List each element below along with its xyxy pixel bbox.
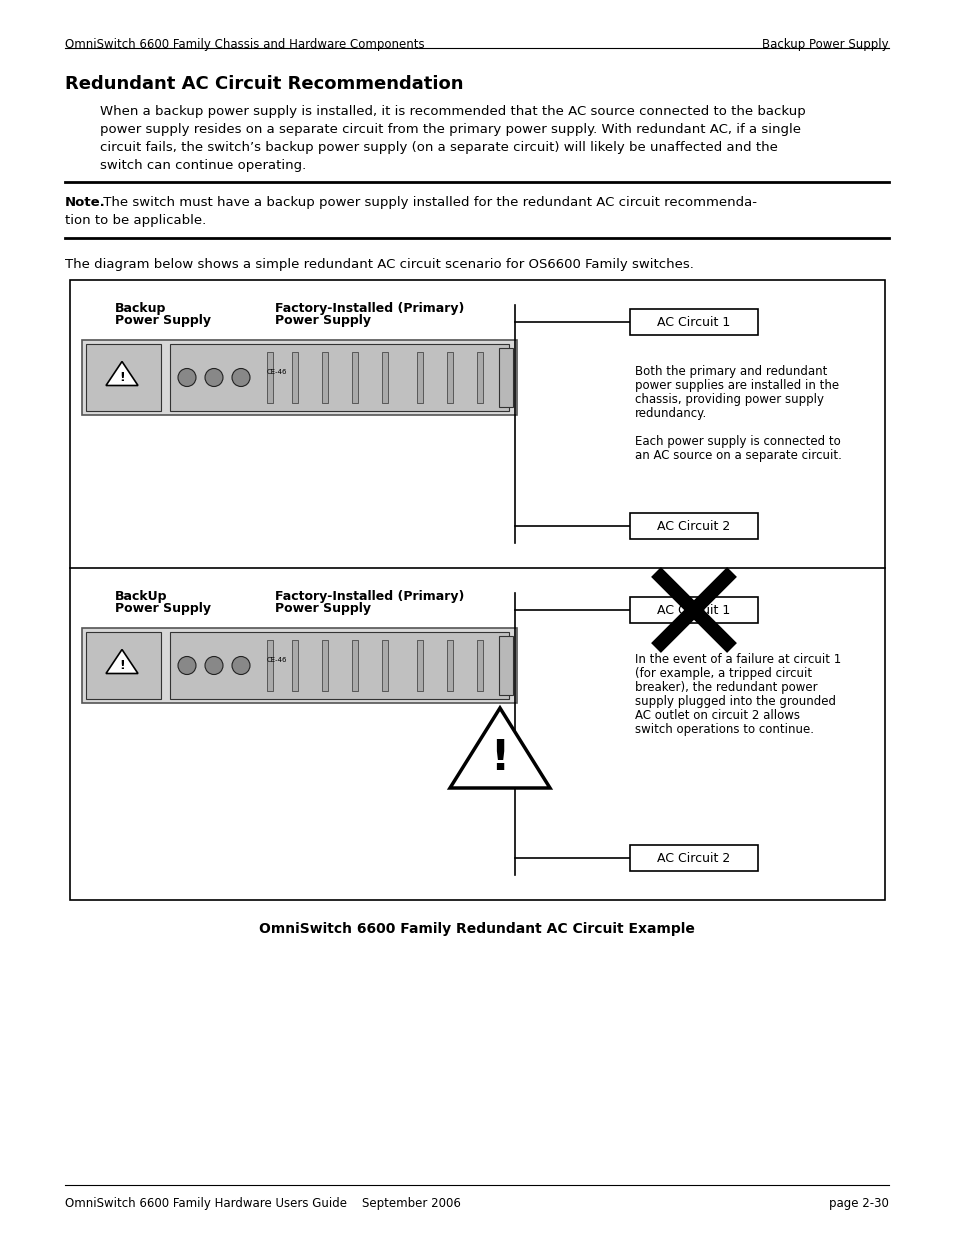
Bar — [86, 345, 161, 411]
Bar — [498, 348, 513, 408]
Text: When a backup power supply is installed, it is recommended that the AC source co: When a backup power supply is installed,… — [100, 105, 805, 119]
Bar — [629, 845, 758, 871]
Text: power supply resides on a separate circuit from the primary power supply. With r: power supply resides on a separate circu… — [100, 124, 801, 136]
Text: !: ! — [490, 737, 509, 779]
Circle shape — [232, 368, 250, 387]
Bar — [476, 640, 482, 692]
Text: !: ! — [119, 659, 125, 672]
Text: breaker), the redundant power: breaker), the redundant power — [635, 680, 817, 694]
Text: Power Supply: Power Supply — [115, 314, 211, 327]
Text: Backup: Backup — [115, 303, 166, 315]
Text: circuit fails, the switch’s backup power supply (on a separate circuit) will lik: circuit fails, the switch’s backup power… — [100, 141, 777, 154]
Text: OmniSwitch 6600 Family Hardware Users Guide    September 2006: OmniSwitch 6600 Family Hardware Users Gu… — [65, 1197, 460, 1210]
Text: power supplies are installed in the: power supplies are installed in the — [635, 379, 839, 391]
Text: Factory-Installed (Primary): Factory-Installed (Primary) — [274, 590, 464, 603]
Bar — [170, 632, 509, 699]
Bar — [322, 352, 328, 403]
Text: Power Supply: Power Supply — [274, 601, 371, 615]
Bar — [292, 640, 297, 692]
Circle shape — [178, 368, 195, 387]
Text: switch can continue operating.: switch can continue operating. — [100, 159, 306, 172]
Polygon shape — [450, 708, 550, 788]
Text: Both the primary and redundant: Both the primary and redundant — [635, 366, 826, 378]
Bar — [447, 352, 453, 403]
Circle shape — [205, 368, 223, 387]
Text: Power Supply: Power Supply — [115, 601, 211, 615]
Text: OmniSwitch 6600 Family Redundant AC Circuit Example: OmniSwitch 6600 Family Redundant AC Circ… — [259, 923, 694, 936]
Text: OmniSwitch 6600 Family Chassis and Hardware Components: OmniSwitch 6600 Family Chassis and Hardw… — [65, 38, 424, 51]
Bar — [381, 640, 388, 692]
Circle shape — [205, 657, 223, 674]
Bar — [82, 629, 517, 703]
Bar — [70, 280, 884, 900]
Text: Power Supply: Power Supply — [274, 314, 371, 327]
Bar — [352, 640, 357, 692]
Bar — [629, 309, 758, 335]
Bar — [416, 352, 422, 403]
Bar — [82, 340, 517, 415]
Text: switch operations to continue.: switch operations to continue. — [635, 722, 813, 736]
Bar — [86, 632, 161, 699]
Bar — [267, 640, 273, 692]
Bar — [352, 352, 357, 403]
Text: Backup Power Supply: Backup Power Supply — [761, 38, 888, 51]
Bar — [267, 352, 273, 403]
Text: redundancy.: redundancy. — [635, 408, 706, 420]
Bar — [447, 640, 453, 692]
Text: CE-46: CE-46 — [267, 368, 287, 374]
Text: AC Circuit 1: AC Circuit 1 — [657, 315, 730, 329]
Text: CE-46: CE-46 — [267, 657, 287, 662]
Bar — [476, 352, 482, 403]
Bar — [322, 640, 328, 692]
Text: page 2-30: page 2-30 — [828, 1197, 888, 1210]
Polygon shape — [106, 650, 138, 673]
Text: Each power supply is connected to: Each power supply is connected to — [635, 435, 840, 448]
Text: BackUp: BackUp — [115, 590, 168, 603]
Text: an AC source on a separate circuit.: an AC source on a separate circuit. — [635, 450, 841, 462]
Text: AC Circuit 2: AC Circuit 2 — [657, 520, 730, 532]
Text: tion to be applicable.: tion to be applicable. — [65, 214, 206, 227]
Bar — [381, 352, 388, 403]
Polygon shape — [106, 362, 138, 385]
Text: Note.: Note. — [65, 196, 106, 209]
Text: (for example, a tripped circuit: (for example, a tripped circuit — [635, 667, 811, 680]
Text: chassis, providing power supply: chassis, providing power supply — [635, 393, 823, 406]
Text: Redundant AC Circuit Recommendation: Redundant AC Circuit Recommendation — [65, 75, 463, 93]
Bar — [416, 640, 422, 692]
Text: supply plugged into the grounded: supply plugged into the grounded — [635, 695, 835, 708]
Text: In the event of a failure at circuit 1: In the event of a failure at circuit 1 — [635, 653, 841, 666]
Text: !: ! — [119, 370, 125, 384]
Text: AC Circuit 1: AC Circuit 1 — [657, 604, 730, 616]
Bar — [629, 513, 758, 538]
Circle shape — [178, 657, 195, 674]
Bar — [629, 597, 758, 622]
Text: AC outlet on circuit 2 allows: AC outlet on circuit 2 allows — [635, 709, 800, 722]
Text: The switch must have a backup power supply installed for the redundant AC circui: The switch must have a backup power supp… — [99, 196, 757, 209]
Text: The diagram below shows a simple redundant AC circuit scenario for OS6600 Family: The diagram below shows a simple redunda… — [65, 258, 693, 270]
Bar — [292, 352, 297, 403]
Circle shape — [232, 657, 250, 674]
Text: Factory-Installed (Primary): Factory-Installed (Primary) — [274, 303, 464, 315]
Bar — [498, 636, 513, 695]
Bar — [170, 345, 509, 411]
Text: AC Circuit 2: AC Circuit 2 — [657, 851, 730, 864]
